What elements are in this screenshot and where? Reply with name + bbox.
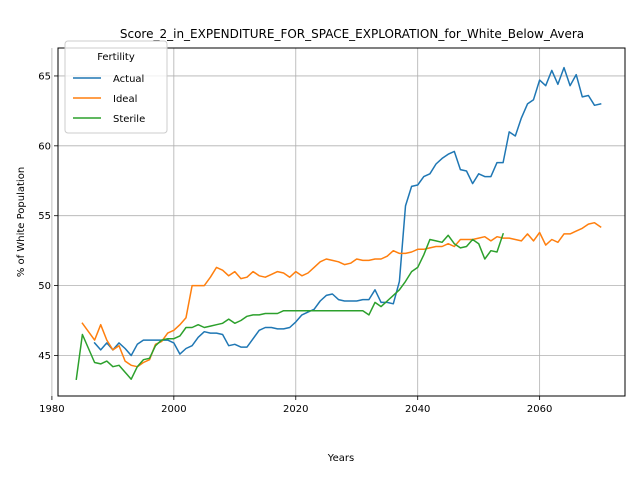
series-layer	[75, 66, 602, 381]
series-line-sterile	[75, 232, 505, 381]
grid	[51, 48, 625, 396]
x-tick-label: 2020	[283, 404, 308, 415]
y-tick-label: 60	[38, 141, 51, 152]
legend-label-sterile: Sterile	[113, 114, 145, 125]
legend: Fertility Actual Ideal Sterile	[64, 40, 168, 134]
legend-label-actual: Actual	[113, 74, 144, 85]
legend-title: Fertility	[97, 52, 135, 63]
y-tick-label: 65	[38, 71, 51, 82]
y-axis-label: % of White Population	[16, 167, 27, 277]
y-tick-label: 45	[38, 351, 51, 362]
x-axis-label: Years	[327, 453, 354, 464]
x-tick-label: 1980	[39, 404, 64, 415]
legend-box	[64, 40, 168, 134]
y-axis-ticks: 45 50 55 60 65	[38, 71, 58, 362]
x-tick-label: 2060	[527, 404, 552, 415]
legend-entries: Actual Ideal Sterile	[73, 74, 145, 125]
y-tick-label: 50	[38, 281, 51, 292]
x-tick-label: 2040	[405, 404, 430, 415]
x-tick-label: 2000	[161, 404, 186, 415]
plot-frame	[57, 47, 626, 397]
legend-label-ideal: Ideal	[113, 94, 137, 105]
y-tick-label: 55	[38, 211, 51, 222]
series-line-actual	[93, 66, 602, 357]
x-axis-ticks: 1980 2000 2020 2040 2060	[39, 396, 552, 415]
chart-title: Score_2_in_EXPENDITURE_FOR_SPACE_EXPLORA…	[120, 27, 584, 41]
series-line-ideal	[81, 221, 602, 368]
